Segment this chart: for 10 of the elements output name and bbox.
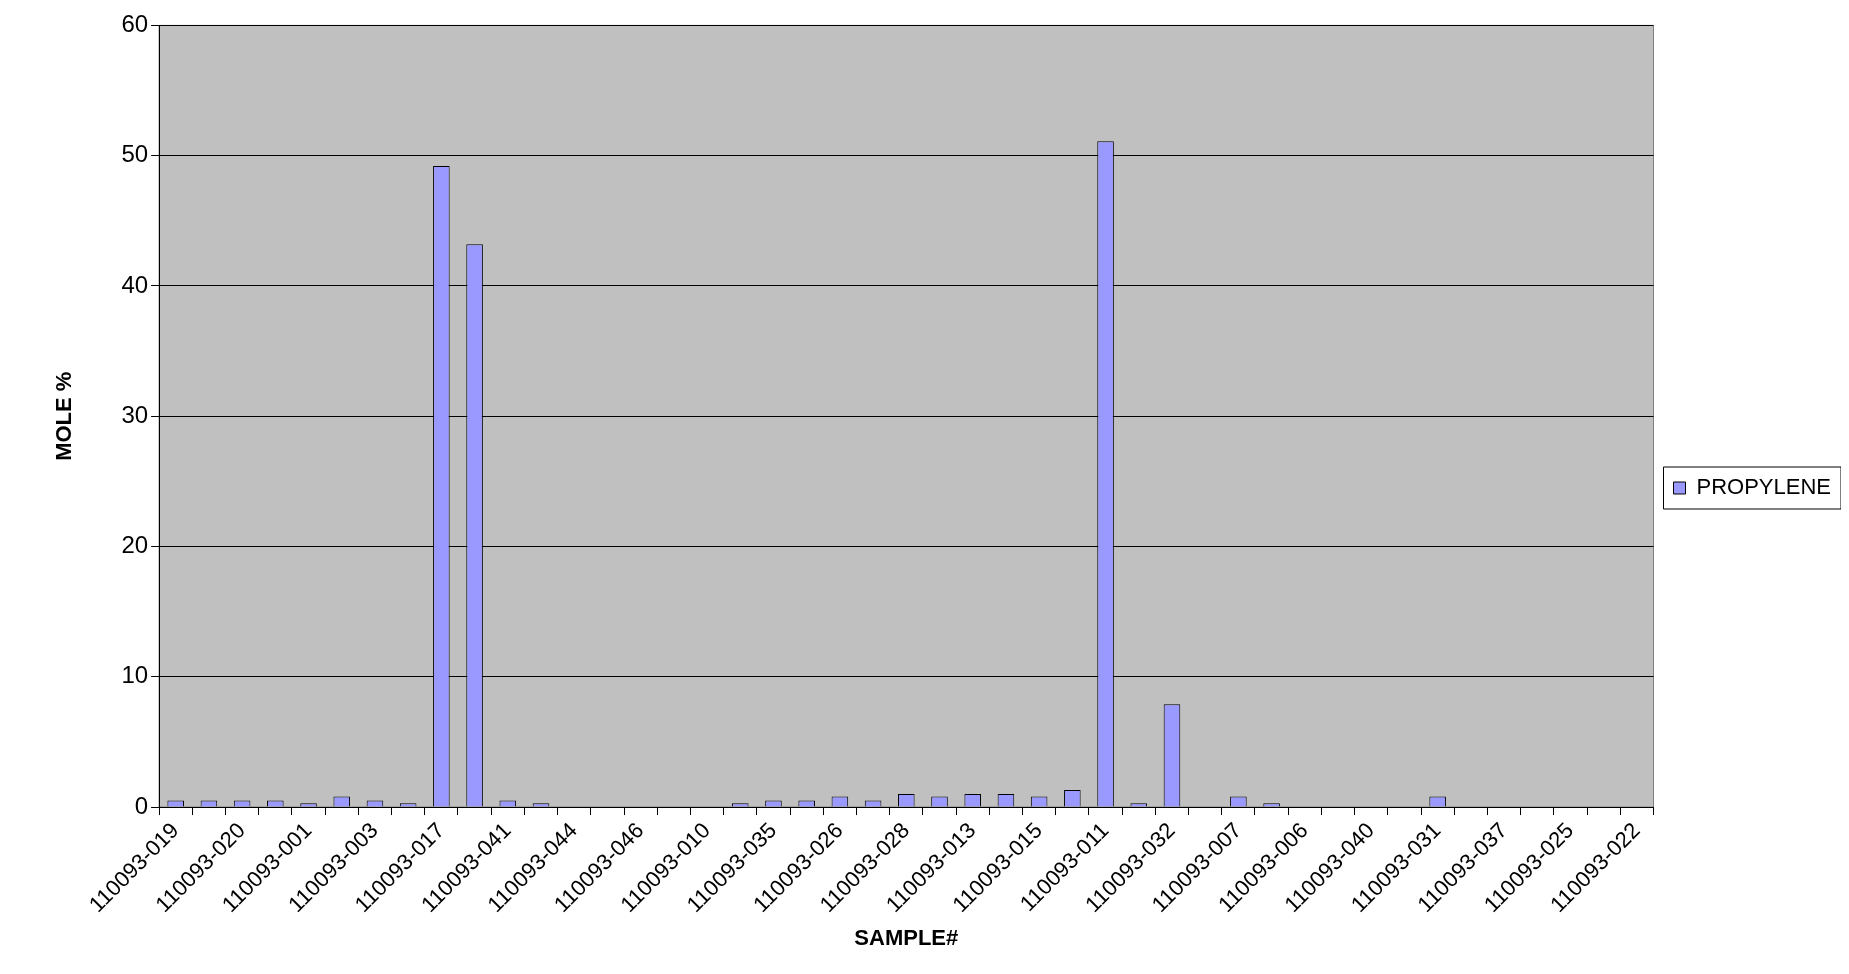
- y-tick-label: 60: [121, 10, 149, 38]
- legend-label: PROPYLENE: [1696, 474, 1832, 500]
- y-tick-label: 50: [121, 140, 149, 168]
- y-tick-label: 20: [121, 531, 149, 559]
- y-tick-label: 0: [134, 791, 149, 819]
- y-axis-title: MOLE %: [51, 371, 77, 461]
- x-axis-title: SAMPLE#: [854, 924, 959, 950]
- y-tick-label: 40: [121, 270, 149, 298]
- y-tick-label: 30: [121, 400, 149, 428]
- y-tick-label: 10: [121, 661, 149, 689]
